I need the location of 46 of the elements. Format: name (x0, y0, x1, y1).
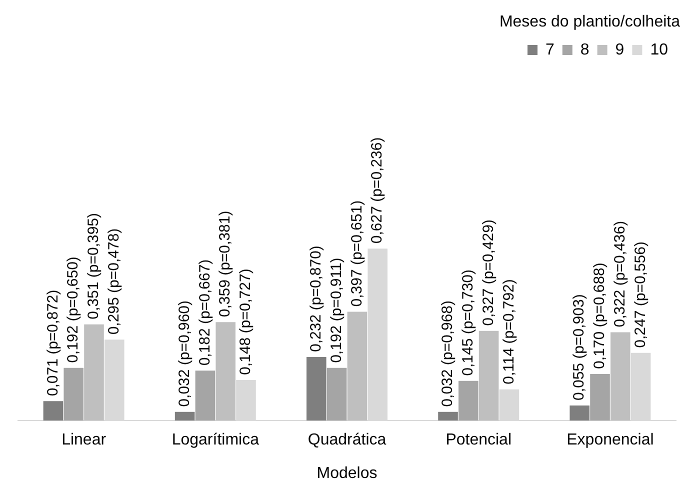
data-label: 0,170 (p=0,688) (591, 262, 608, 369)
x-tick-label: Linear (62, 432, 107, 449)
data-label: 0,055 (p=0,903) (570, 294, 588, 401)
bar (216, 322, 236, 421)
data-label: 0,145 (p=0,730) (460, 269, 477, 376)
data-label: 0,148 (p=0,727) (237, 268, 254, 375)
legend-title: Meses do plantio/colheita (499, 13, 680, 30)
data-label: 0,397 (p=0,651) (348, 200, 366, 307)
data-label: 0,071 (p=0,872) (44, 290, 62, 396)
bar (64, 368, 84, 421)
bar (610, 332, 630, 421)
data-label: 0,032 (p=0,968) (439, 300, 456, 407)
legend-label: 8 (580, 41, 590, 58)
x-axis-title: Modelos (316, 464, 378, 482)
data-label: 0,114 (p=0,792) (500, 279, 518, 384)
bar (43, 401, 64, 421)
legend-label: 9 (615, 41, 624, 58)
bar (478, 330, 499, 421)
bar (438, 412, 458, 421)
data-label: 0,232 (p=0,870) (308, 246, 325, 352)
data-label: 0,247 (p=0,556) (632, 242, 649, 348)
bar (590, 374, 610, 421)
data-label: 0,032 (p=0,960) (176, 300, 193, 407)
x-tick-label: Exponencial (566, 432, 654, 449)
bar (306, 356, 326, 421)
x-tick-label: Quadrática (308, 432, 386, 449)
data-label: 0,351 (p=0,395) (85, 212, 102, 320)
bar (84, 324, 104, 421)
legend-label: 10 (650, 41, 668, 58)
bar (195, 370, 216, 421)
legend-label: 7 (546, 41, 555, 58)
x-tick-label: Potencial (446, 432, 512, 449)
data-label: 0,192 (p=0,911) (328, 258, 345, 363)
bar (174, 412, 195, 421)
data-label: 0,327 (p=0,429) (480, 220, 497, 326)
bar (458, 380, 478, 421)
bar (326, 368, 347, 421)
data-label: 0,295 (p=0,478) (106, 228, 123, 335)
bar (347, 312, 368, 421)
data-label: 0,182 (p=0,667) (196, 259, 214, 366)
data-label: 0,322 (p=0,436) (612, 220, 629, 328)
data-label: 0,192 (p=0,650) (64, 256, 82, 363)
data-label: 0,359 (p=0,381) (216, 210, 234, 318)
data-label: 0,627 (p=0,236) (368, 137, 386, 244)
x-tick-label: Logarítimica (172, 432, 260, 449)
bar (570, 406, 590, 421)
